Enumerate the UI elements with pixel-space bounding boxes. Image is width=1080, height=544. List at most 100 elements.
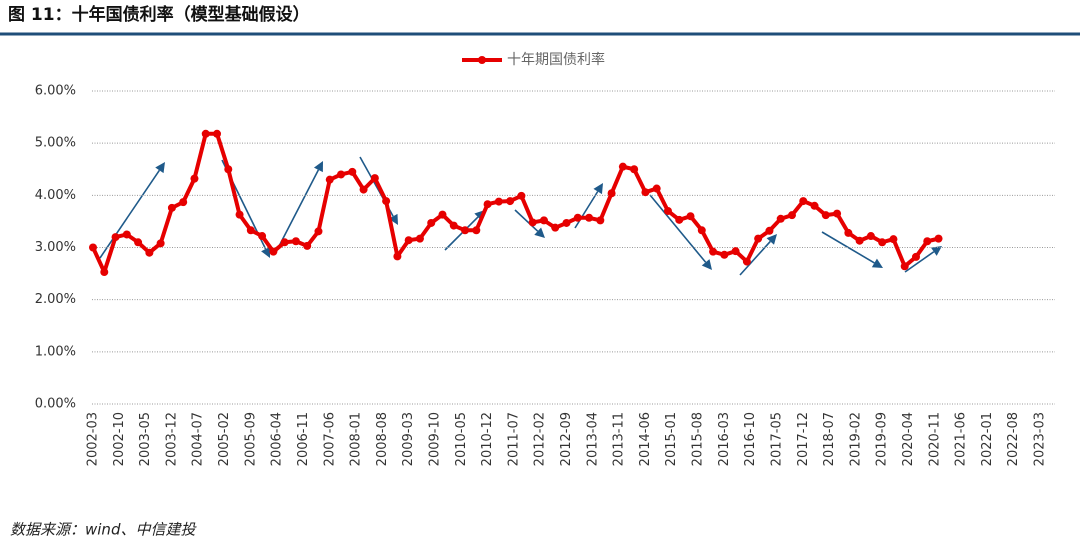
arrow-shaft [275, 169, 320, 253]
arrow-shaft [574, 191, 599, 229]
x-tick-label: 2011-07 [506, 412, 521, 466]
data-point [539, 216, 548, 225]
x-tick-label: 2016-03 [717, 412, 732, 466]
x-tick-label: 2005-02 [217, 412, 232, 466]
x-tick-label: 2021-06 [954, 412, 969, 466]
arrow-head [534, 227, 545, 238]
data-point [291, 237, 300, 246]
data-point [618, 162, 627, 171]
data-point [528, 218, 537, 227]
y-tick-label: 0.00% [35, 397, 76, 412]
data-point [742, 257, 751, 266]
x-tick-label: 2006-11 [296, 412, 311, 466]
arrow-head [155, 162, 165, 174]
data-point [246, 226, 255, 235]
data-point [697, 226, 706, 235]
y-tick-label: 1.00% [35, 344, 76, 359]
data-point [348, 167, 357, 176]
arrow-shaft [444, 216, 479, 251]
data-point [900, 262, 909, 271]
arrow-head [313, 161, 323, 173]
x-tick-label: 2017-05 [769, 412, 784, 466]
data-point [156, 239, 165, 248]
y-tick-label: 5.00% [35, 136, 76, 151]
arrow-shaft [649, 194, 707, 263]
data-point [179, 198, 188, 207]
x-tick-label: 2012-09 [559, 412, 574, 466]
x-tick-label: 2008-01 [349, 412, 364, 466]
data-point [111, 233, 120, 242]
arrow-head [388, 213, 398, 225]
data-point [472, 226, 481, 235]
data-point [675, 215, 684, 224]
data-point [303, 241, 312, 250]
arrow-head [930, 246, 942, 256]
data-point [461, 226, 470, 235]
data-point [325, 175, 334, 184]
data-point [810, 201, 819, 210]
x-tick-label: 2019-02 [848, 412, 863, 466]
arrow-shaft [904, 251, 935, 273]
data-point [213, 129, 222, 138]
arrow-head [261, 246, 271, 258]
x-tick-label: 2013-11 [612, 412, 627, 466]
data-point [607, 189, 616, 198]
data-point [258, 232, 267, 241]
data-point [438, 210, 447, 219]
x-tick-label: 2009-03 [401, 412, 416, 466]
legend-label: 十年期国债利率 [507, 51, 605, 68]
data-point [359, 185, 368, 194]
data-point [122, 230, 131, 239]
x-tick-label: 2003-05 [138, 412, 153, 466]
legend-marker [478, 56, 486, 64]
y-tick-label: 6.00% [35, 84, 76, 99]
series-line [91, 131, 939, 275]
y-tick-label: 4.00% [35, 188, 76, 203]
data-point [844, 228, 853, 237]
x-tick-label: 2017-12 [796, 412, 811, 466]
x-tick-label: 2015-01 [664, 412, 679, 466]
data-point [573, 213, 582, 222]
x-tick-label: 2020-04 [901, 412, 916, 466]
x-tick-label: 2003-12 [164, 412, 179, 466]
x-tick-label: 2004-07 [191, 412, 206, 466]
data-point [393, 252, 402, 261]
x-tick-label: 2007-06 [322, 412, 337, 466]
source-note: 数据来源：wind、中信建投 [10, 521, 197, 539]
data-point [821, 211, 830, 220]
x-tick-label: 2002-03 [86, 412, 101, 466]
x-tick-label: 2009-10 [427, 412, 442, 466]
arrow-shaft [514, 209, 539, 232]
data-point [776, 214, 785, 223]
data-point [314, 227, 323, 236]
data-point [415, 234, 424, 243]
data-point [663, 206, 672, 215]
data-point [382, 197, 391, 206]
data-point [370, 174, 379, 183]
data-point [652, 184, 661, 193]
figure-title: 图 11：十年国债利率（模型基础假设） [8, 4, 310, 25]
x-tick-label: 2006-04 [270, 412, 285, 466]
data-point [889, 235, 898, 244]
data-point [517, 191, 526, 200]
data-point [799, 197, 808, 206]
data-point [866, 232, 875, 241]
data-point [720, 250, 729, 259]
arrow-head [701, 259, 712, 270]
data-point [235, 210, 244, 219]
data-point [134, 238, 143, 247]
data-point [449, 221, 458, 230]
data-point [787, 211, 796, 220]
data-point [878, 238, 887, 247]
x-tick-label: 2018-07 [822, 412, 837, 466]
arrow-head [766, 234, 777, 245]
data-point [585, 213, 594, 222]
data-point [923, 237, 932, 246]
data-point [551, 223, 560, 232]
x-tick-label: 2014-06 [638, 412, 653, 466]
data-point [596, 216, 605, 225]
x-tick-label: 2008-08 [375, 412, 390, 466]
data-point [754, 234, 763, 243]
x-tick-label: 2005-09 [243, 412, 258, 466]
data-point [280, 238, 289, 247]
